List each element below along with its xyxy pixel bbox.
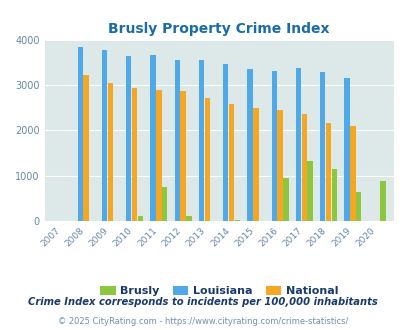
- Bar: [349, 126, 355, 221]
- Title: Brusly Property Crime Index: Brusly Property Crime Index: [108, 22, 329, 36]
- Bar: [307, 161, 312, 221]
- Bar: [180, 91, 185, 221]
- Bar: [77, 47, 83, 221]
- Bar: [186, 216, 191, 221]
- Bar: [247, 69, 252, 221]
- Bar: [277, 110, 282, 221]
- Bar: [271, 71, 276, 221]
- Bar: [126, 56, 131, 221]
- Bar: [83, 76, 89, 221]
- Bar: [355, 192, 360, 221]
- Bar: [137, 216, 143, 221]
- Bar: [174, 60, 179, 221]
- Bar: [132, 88, 137, 221]
- Bar: [295, 68, 301, 221]
- Bar: [319, 72, 325, 221]
- Legend: Brusly, Louisiana, National: Brusly, Louisiana, National: [96, 281, 342, 300]
- Bar: [283, 179, 288, 221]
- Bar: [204, 98, 209, 221]
- Bar: [343, 78, 349, 221]
- Bar: [102, 50, 107, 221]
- Bar: [156, 90, 161, 221]
- Bar: [234, 220, 239, 221]
- Bar: [228, 104, 234, 221]
- Bar: [325, 123, 330, 221]
- Bar: [301, 114, 306, 221]
- Bar: [150, 55, 156, 221]
- Bar: [379, 181, 385, 221]
- Text: © 2025 CityRating.com - https://www.cityrating.com/crime-statistics/: © 2025 CityRating.com - https://www.city…: [58, 317, 347, 326]
- Bar: [162, 187, 167, 221]
- Bar: [198, 59, 204, 221]
- Bar: [253, 108, 258, 221]
- Bar: [107, 83, 113, 221]
- Text: Crime Index corresponds to incidents per 100,000 inhabitants: Crime Index corresponds to incidents per…: [28, 297, 377, 307]
- Bar: [331, 169, 336, 221]
- Bar: [223, 64, 228, 221]
